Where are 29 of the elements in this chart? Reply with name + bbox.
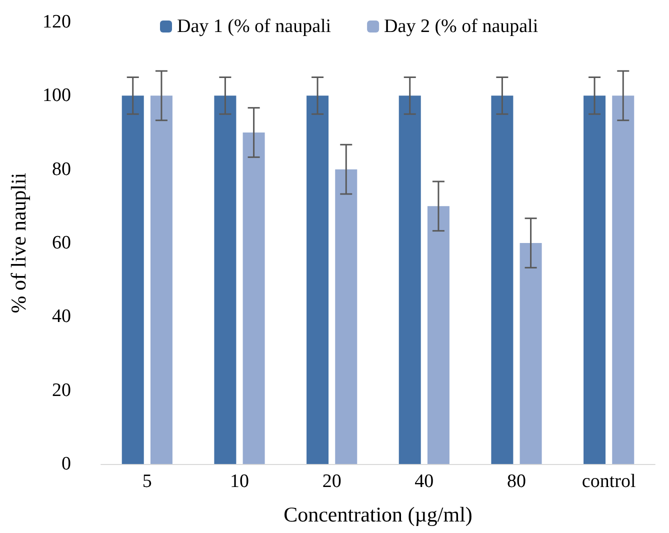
bar [306,96,329,464]
x-tick-label: 20 [322,471,342,492]
x-tick-label: 5 [142,471,152,492]
bar [612,96,634,464]
y-tick-label: 0 [62,454,71,474]
bar [520,243,542,464]
y-axis-title: % of live nauplii [6,172,30,314]
y-tick-label: 20 [52,380,71,401]
bar [242,132,265,464]
y-tick-label: 80 [52,158,71,180]
bar [214,96,236,464]
y-tick-label: 100 [42,85,71,106]
y-tick-label: 60 [52,232,71,254]
legend-label: Day 2 (% of naupali [384,16,538,37]
bar [122,96,144,464]
x-axis-title: Concentration (µg/ml) [284,502,472,526]
x-tick-label: control [582,471,636,492]
bar [427,206,450,464]
x-tick-label: 10 [230,471,249,492]
bar [335,169,358,464]
x-tick-label: 40 [414,471,434,492]
bar [398,96,421,464]
bar [150,96,172,464]
bar [584,96,606,464]
y-tick-label: 40 [52,306,71,328]
bar [491,96,514,464]
x-tick-label: 80 [507,471,526,492]
y-tick-label: 120 [42,12,71,32]
legend-label: Day 1 (% of naupali [177,16,332,37]
